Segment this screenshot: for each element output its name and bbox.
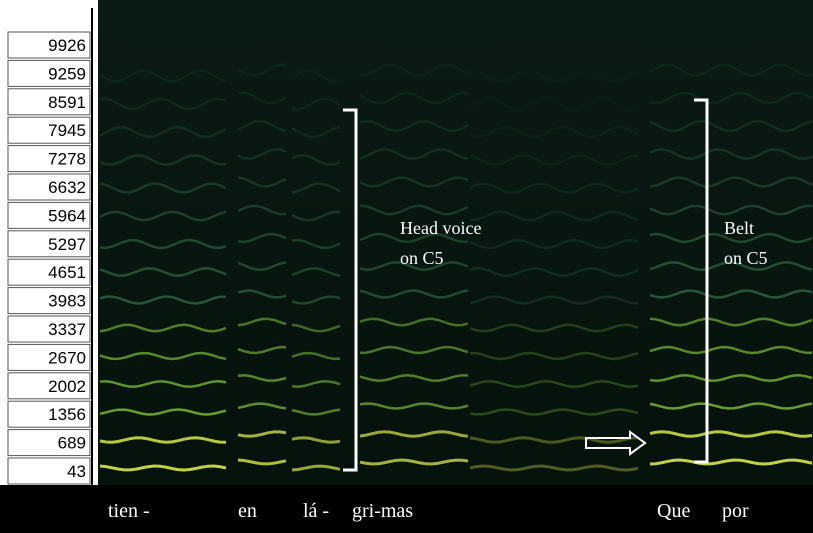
tick-label: 689 bbox=[58, 434, 86, 453]
syllable: lá - bbox=[303, 500, 329, 522]
tick-label: 8591 bbox=[48, 93, 86, 112]
annotation: Head voice bbox=[400, 218, 481, 238]
syllable: por bbox=[722, 500, 749, 522]
tick-label: 3983 bbox=[48, 292, 86, 311]
tick-label: 5297 bbox=[48, 235, 86, 254]
tick-label: 6632 bbox=[48, 178, 86, 197]
tick-label: 3337 bbox=[48, 320, 86, 339]
tick-label: 7945 bbox=[48, 121, 86, 140]
syllable: tien - bbox=[108, 500, 150, 522]
tick-label: 43 bbox=[67, 462, 86, 481]
syllable: gri-mas bbox=[352, 500, 413, 522]
tick-label: 4651 bbox=[48, 263, 86, 282]
tick-label: 9926 bbox=[48, 36, 86, 55]
annotation: on C5 bbox=[400, 248, 444, 268]
tick-label: 9259 bbox=[48, 64, 86, 83]
tick-label: 5964 bbox=[48, 206, 86, 225]
tick-label: 2670 bbox=[48, 348, 86, 367]
figure: 9926 9259 8591 7945 7278 6632 5964 5297 4651 3983… bbox=[0, 0, 813, 533]
annotation: on C5 bbox=[724, 248, 768, 268]
spectrogram-figure: 9926 9259 8591 7945 7278 6632 5964 5297 4651 3983… bbox=[0, 0, 813, 533]
tick-label: 7278 bbox=[48, 150, 86, 169]
tick-label: 1356 bbox=[48, 405, 86, 424]
syllable: Que bbox=[657, 500, 690, 522]
tick-label: 2002 bbox=[48, 377, 86, 396]
annotation: Belt bbox=[724, 218, 754, 238]
syllable: en bbox=[238, 500, 257, 522]
